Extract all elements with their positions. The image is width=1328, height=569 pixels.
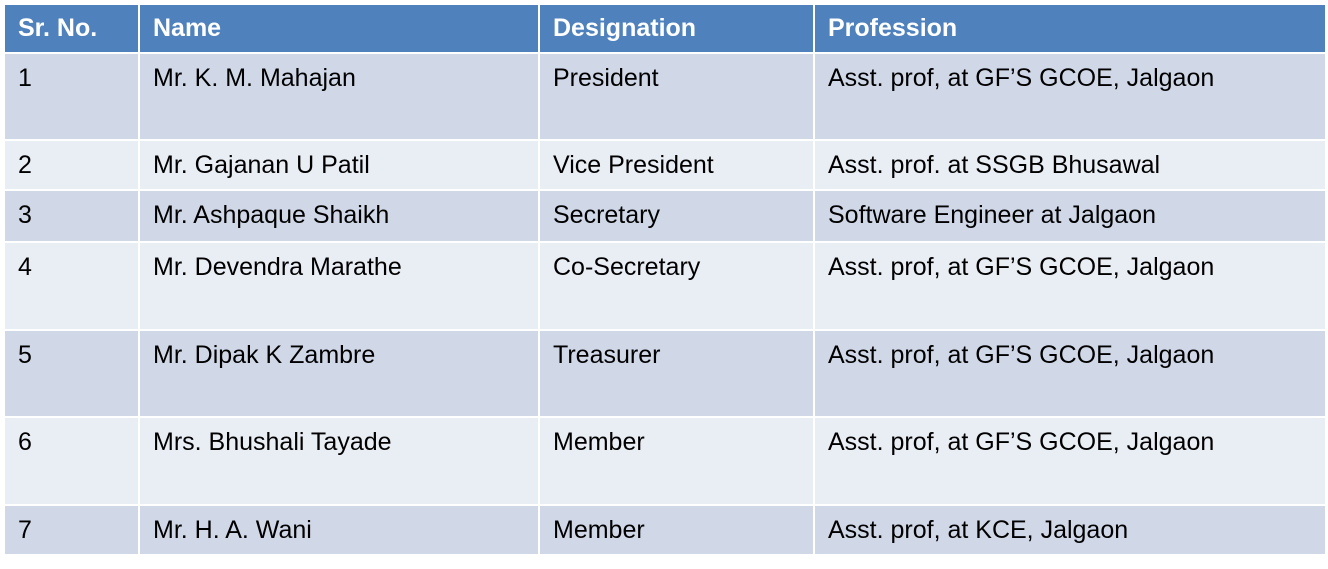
table-cell: Vice President xyxy=(540,141,813,189)
table-cell: Mr. Ashpaque Shaikh xyxy=(140,191,538,241)
table-cell: Member xyxy=(540,506,813,554)
table-row: 1 Mr. K. M. Mahajan President Asst. prof, a… xyxy=(5,54,1325,139)
table-body: 1 Mr. K. M. Mahajan President Asst. prof, a… xyxy=(5,54,1325,554)
header-cell: Designation xyxy=(540,5,813,52)
table-row: 6 Mrs. Bhushali Tayade Member Asst. prof, a… xyxy=(5,418,1325,504)
table-cell: Asst. prof, at GF’S GCOE, Jalgaon xyxy=(815,331,1325,416)
table-row: 3 Mr. Ashpaque Shaikh Secretary Software En… xyxy=(5,191,1325,241)
header-cell: Profession xyxy=(815,5,1325,52)
table-cell: 5 xyxy=(5,331,138,416)
table-cell: Mr. Dipak K Zambre xyxy=(140,331,538,416)
table-cell: Asst. prof, at GF’S GCOE, Jalgaon xyxy=(815,243,1325,329)
table-row: 2 Mr. Gajanan U Patil Vice President Asst. … xyxy=(5,141,1325,189)
table-cell: Asst. prof. at SSGB Bhusawal xyxy=(815,141,1325,189)
header-cell: Sr. No. xyxy=(5,5,138,52)
table-cell: 1 xyxy=(5,54,138,139)
header-cell: Name xyxy=(140,5,538,52)
table-cell: 7 xyxy=(5,506,138,554)
table-cell: President xyxy=(540,54,813,139)
table-cell: 6 xyxy=(5,418,138,504)
table-header: Sr. No. Name Designation Profession xyxy=(5,5,1325,52)
table-cell: Mr. H. A. Wani xyxy=(140,506,538,554)
committee-table: Sr. No. Name Designation Profession 1 Mr. K.… xyxy=(3,3,1327,556)
table-cell: Asst. prof, at KCE, Jalgaon xyxy=(815,506,1325,554)
table-cell: 2 xyxy=(5,141,138,189)
table-row: 7 Mr. H. A. Wani Member Asst. prof, at KCE,… xyxy=(5,506,1325,554)
table-cell: Software Engineer at Jalgaon xyxy=(815,191,1325,241)
table-row: 5 Mr. Dipak K Zambre Treasurer Asst. prof, … xyxy=(5,331,1325,416)
table-cell: Asst. prof, at GF’S GCOE, Jalgaon xyxy=(815,54,1325,139)
table-cell: Asst. prof, at GF’S GCOE, Jalgaon xyxy=(815,418,1325,504)
header-row: Sr. No. Name Designation Profession xyxy=(5,5,1325,52)
table-cell: Mrs. Bhushali Tayade xyxy=(140,418,538,504)
table-cell: 3 xyxy=(5,191,138,241)
table-cell: Mr. Gajanan U Patil xyxy=(140,141,538,189)
table-cell: Member xyxy=(540,418,813,504)
table-cell: Co-Secretary xyxy=(540,243,813,329)
table-cell: Treasurer xyxy=(540,331,813,416)
table-cell: 4 xyxy=(5,243,138,329)
table-cell: Secretary xyxy=(540,191,813,241)
table-cell: Mr. K. M. Mahajan xyxy=(140,54,538,139)
table-row: 4 Mr. Devendra Marathe Co-Secretary Asst. p… xyxy=(5,243,1325,329)
table-cell: Mr. Devendra Marathe xyxy=(140,243,538,329)
